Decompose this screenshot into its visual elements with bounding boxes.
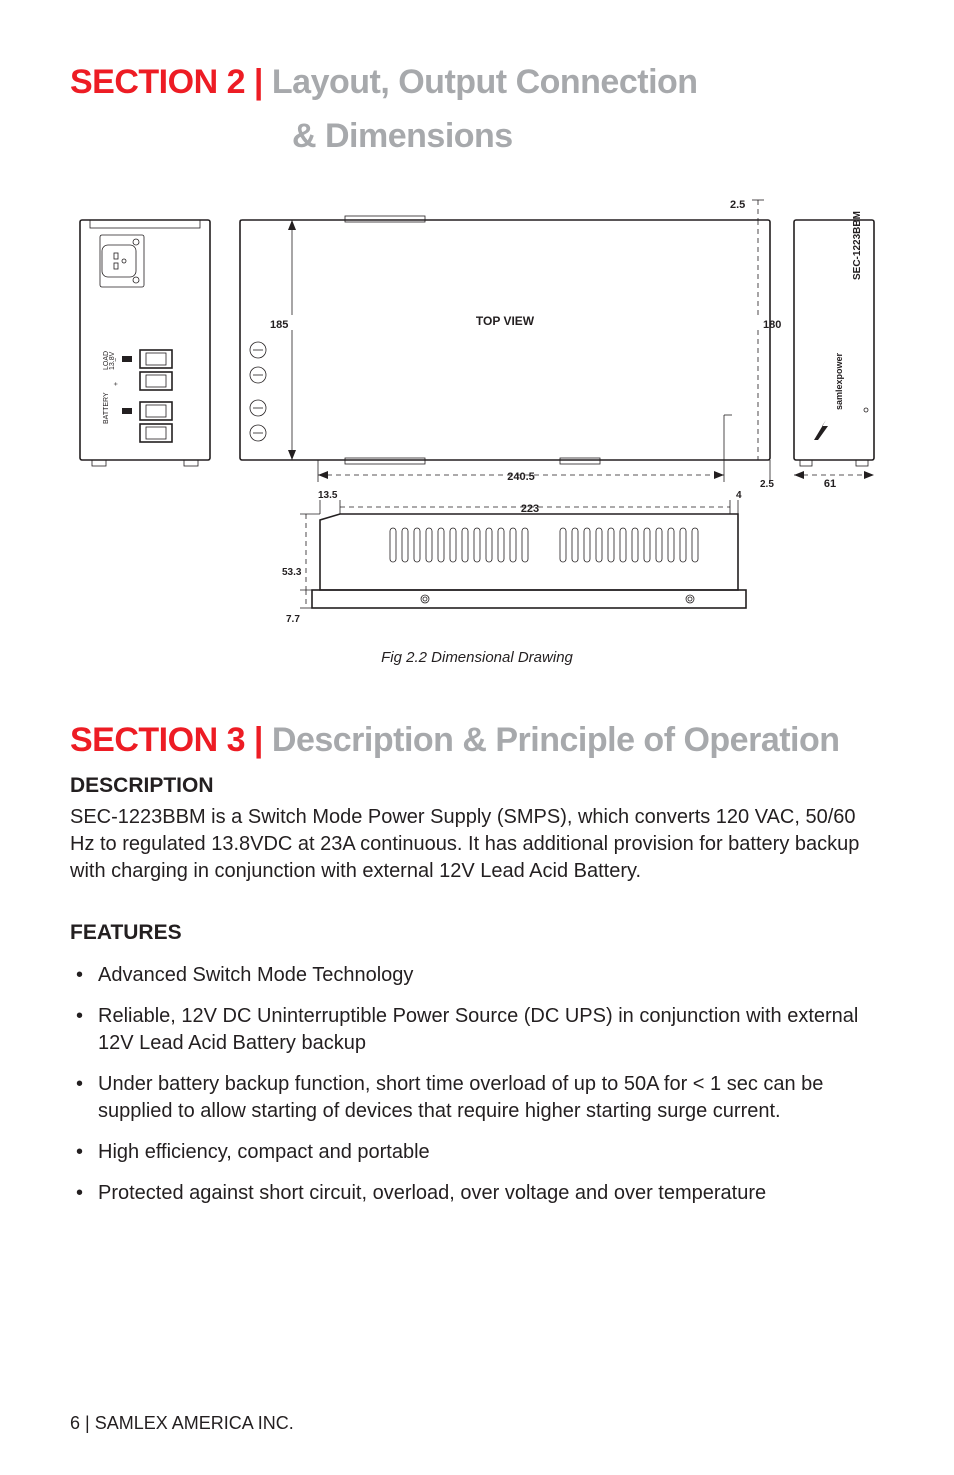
section2-sep: | [245,63,272,101]
footer-company: SAMLEX AMERICA INC. [95,1413,294,1433]
section2-number: SECTION 2 [70,63,245,101]
features-heading: FEATURES [70,919,884,947]
svg-text:185: 185 [270,319,288,331]
svg-text:13.8V: 13.8V [109,351,116,370]
list-item: High efficiency, compact and portable [70,1139,884,1166]
drawing-svg: − + LOAD 13.8V BATTERY 2.5 [70,190,884,640]
section2-title-line1: Layout, Output Connection [272,63,698,101]
svg-text:BATTERY: BATTERY [103,392,110,424]
description-heading: DESCRIPTION [70,772,884,800]
page-number: 6 [70,1413,80,1433]
footer-sep: | [80,1413,95,1433]
svg-text:61: 61 [824,478,836,490]
description-body: SEC-1223BBM is a Switch Mode Power Suppl… [70,804,884,885]
svg-text:2.5: 2.5 [730,199,745,211]
section3-sep: | [245,721,272,759]
section3-number: SECTION 3 [70,721,245,759]
section3-title: Description & Principle of Operation [272,721,840,759]
section2-heading: SECTION 2 | Layout, Output Connection [70,60,884,106]
svg-text:53.3: 53.3 [282,567,302,578]
rear-panel: − + LOAD 13.8V BATTERY [80,220,210,466]
section3-heading: SECTION 3 | Description & Principle of O… [70,718,884,764]
svg-text:13.5: 13.5 [318,490,338,501]
svg-text:samlexpower: samlexpower [834,352,844,410]
list-item: Reliable, 12V DC Uninterruptible Power S… [70,1003,884,1057]
top-view: 2.5 TOP VIEW 185 180 240.5 [240,199,781,490]
svg-text:TOP VIEW: TOP VIEW [476,314,535,328]
list-item: Advanced Switch Mode Technology [70,962,884,989]
list-item: Under battery backup function, short tim… [70,1071,884,1125]
dimensional-drawing: − + LOAD 13.8V BATTERY 2.5 [70,190,884,640]
side-view: SEC-1223BBM samlexpower 61 [794,211,874,490]
svg-text:7.7: 7.7 [286,614,300,625]
features-list: Advanced Switch Mode Technology Reliable… [70,962,884,1207]
svg-text:240.5: 240.5 [507,471,535,483]
svg-text:180: 180 [763,319,781,331]
section2-title-line2: & Dimensions [292,114,884,160]
front-view: 13.5 223 4 [282,490,746,625]
svg-text:+: + [113,382,120,386]
list-item: Protected against short circuit, overloa… [70,1180,884,1207]
svg-text:SEC-1223BBM: SEC-1223BBM [852,211,863,280]
figure-caption: Fig 2.2 Dimensional Drawing [70,648,884,668]
page-footer: 6 | SAMLEX AMERICA INC. [70,1411,294,1435]
svg-text:4: 4 [736,490,742,501]
svg-text:2.5: 2.5 [760,479,774,490]
